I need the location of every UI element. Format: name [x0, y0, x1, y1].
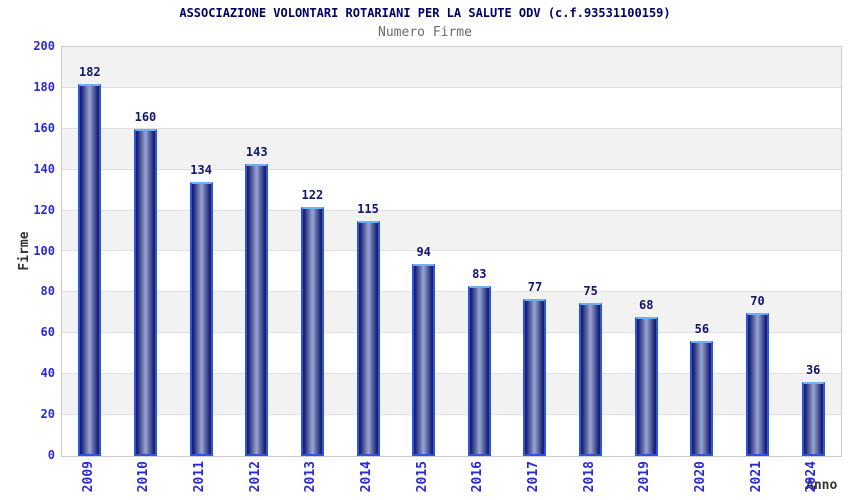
x-tick-label-2010: 2010: [136, 461, 152, 493]
y-tick-label: 140: [33, 161, 55, 176]
grid-band: [62, 47, 841, 88]
bar-2024: [801, 382, 825, 456]
bar-value-label: 83: [472, 267, 487, 282]
x-tick-label-2009: 2009: [80, 461, 96, 493]
x-tick-label-2019: 2019: [637, 461, 653, 493]
x-tick-label-2011: 2011: [192, 461, 208, 493]
bar-2021: [746, 312, 770, 456]
y-tick-label: 100: [33, 243, 55, 258]
bar-value-label: 160: [134, 109, 157, 124]
bar-value-label: 115: [357, 201, 379, 216]
bar-value-label: 182: [78, 64, 101, 79]
plot-area: 182 160 134 143 122 115 94 83 77 75 68 56 70 36: [61, 46, 842, 457]
x-tick-label-2016: 2016: [470, 461, 486, 493]
bar-value-label: 36: [805, 363, 821, 378]
y-tick-label: 40: [40, 366, 55, 381]
bar-value-label: 75: [583, 283, 598, 298]
bar-2013: [300, 206, 324, 456]
x-tick-label-2015: 2015: [414, 461, 430, 493]
bar-2015: [412, 263, 436, 456]
x-tick-label-2020: 2020: [692, 461, 708, 493]
chart-subtitle: Numero Firme: [378, 25, 472, 40]
x-tick-label-2021: 2021: [748, 461, 764, 493]
grid-band: [62, 128, 841, 170]
grid-band: [62, 87, 841, 129]
x-tick-label-2013: 2013: [303, 461, 319, 493]
bar-2012: [245, 163, 269, 456]
grid-band: [62, 333, 841, 375]
bar-2011: [189, 181, 213, 456]
bar-value-label: 56: [694, 322, 710, 337]
bar-2014: [356, 220, 380, 456]
bar-2017: [523, 298, 547, 456]
x-tick-label-2024: 2024: [804, 461, 820, 493]
bar-2018: [579, 302, 603, 456]
bar-2010: [133, 128, 157, 456]
bar-2019: [634, 316, 658, 456]
bar-2009: [78, 83, 102, 456]
bar-value-label: 68: [639, 297, 654, 312]
y-tick-label: 20: [40, 407, 55, 422]
y-tick-label: 160: [33, 120, 55, 135]
y-tick-label: 180: [33, 79, 55, 94]
bar-value-label: 122: [301, 187, 324, 202]
y-tick-label: 120: [33, 202, 55, 217]
x-axis-title: Anno: [806, 478, 838, 493]
y-tick-label: 200: [33, 39, 55, 53]
bar-value-label: 70: [750, 293, 765, 308]
x-tick-label-2018: 2018: [581, 461, 597, 493]
x-tick-label-2014: 2014: [359, 461, 375, 493]
bar-2020: [690, 341, 714, 456]
bar-value-label: 77: [527, 279, 543, 294]
bar-value-label: 143: [245, 144, 268, 159]
bar-value-label: 134: [190, 162, 212, 177]
bar-value-label: 94: [416, 244, 431, 259]
x-tick-label-2017: 2017: [525, 461, 541, 493]
grid-band: [62, 415, 841, 456]
grid-band: [62, 374, 841, 416]
y-tick-label: 60: [40, 325, 55, 340]
y-tick-label: 0: [47, 448, 55, 462]
chart-title: ASSOCIAZIONE VOLONTARI ROTARIANI PER LA …: [179, 6, 671, 20]
x-tick-label-2012: 2012: [247, 461, 263, 493]
y-tick-label: 80: [40, 284, 55, 299]
bar-2016: [467, 286, 491, 456]
